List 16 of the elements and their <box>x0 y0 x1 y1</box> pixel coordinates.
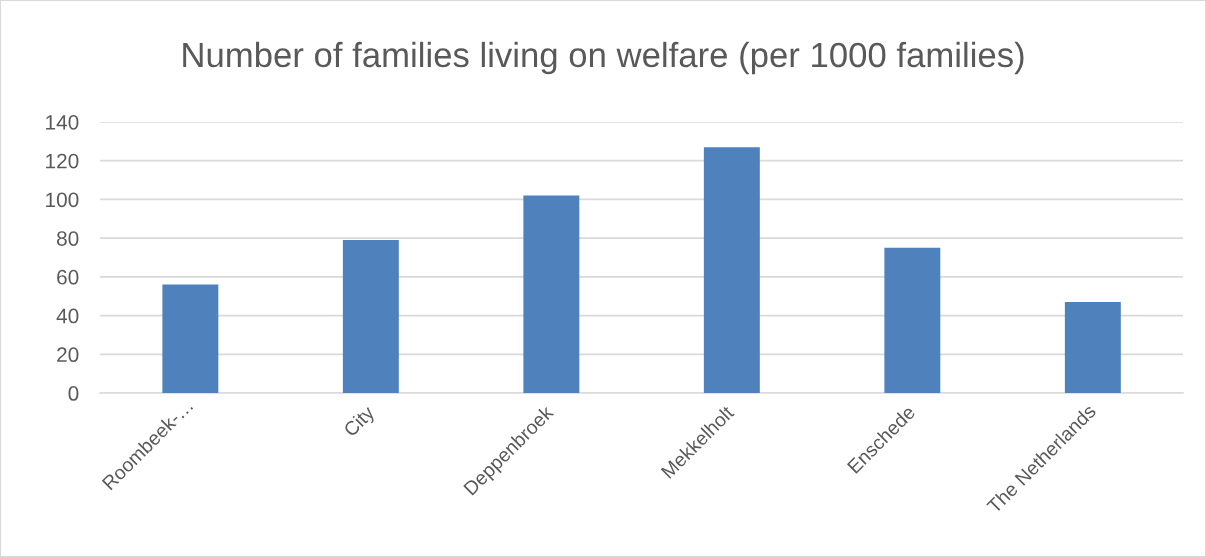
y-tick-label: 20 <box>57 347 79 363</box>
y-tick-label: 120 <box>46 153 79 169</box>
bar <box>342 240 399 394</box>
y-tick-label: 60 <box>57 269 79 285</box>
bar <box>162 284 219 394</box>
y-tick-label: 40 <box>56 308 79 324</box>
y-tick-label: 140 <box>46 114 79 130</box>
bar <box>1064 302 1121 394</box>
x-tick-label: City <box>342 404 379 440</box>
y-tick-label: 80 <box>57 231 79 246</box>
bar <box>703 147 760 394</box>
chart-title: Number of families living on welfare (per 1000 families) <box>183 41 1024 75</box>
bar <box>884 247 941 394</box>
y-tick-label: 100 <box>46 192 79 208</box>
y-tick-label: 0 <box>68 386 79 401</box>
bar <box>523 195 580 394</box>
